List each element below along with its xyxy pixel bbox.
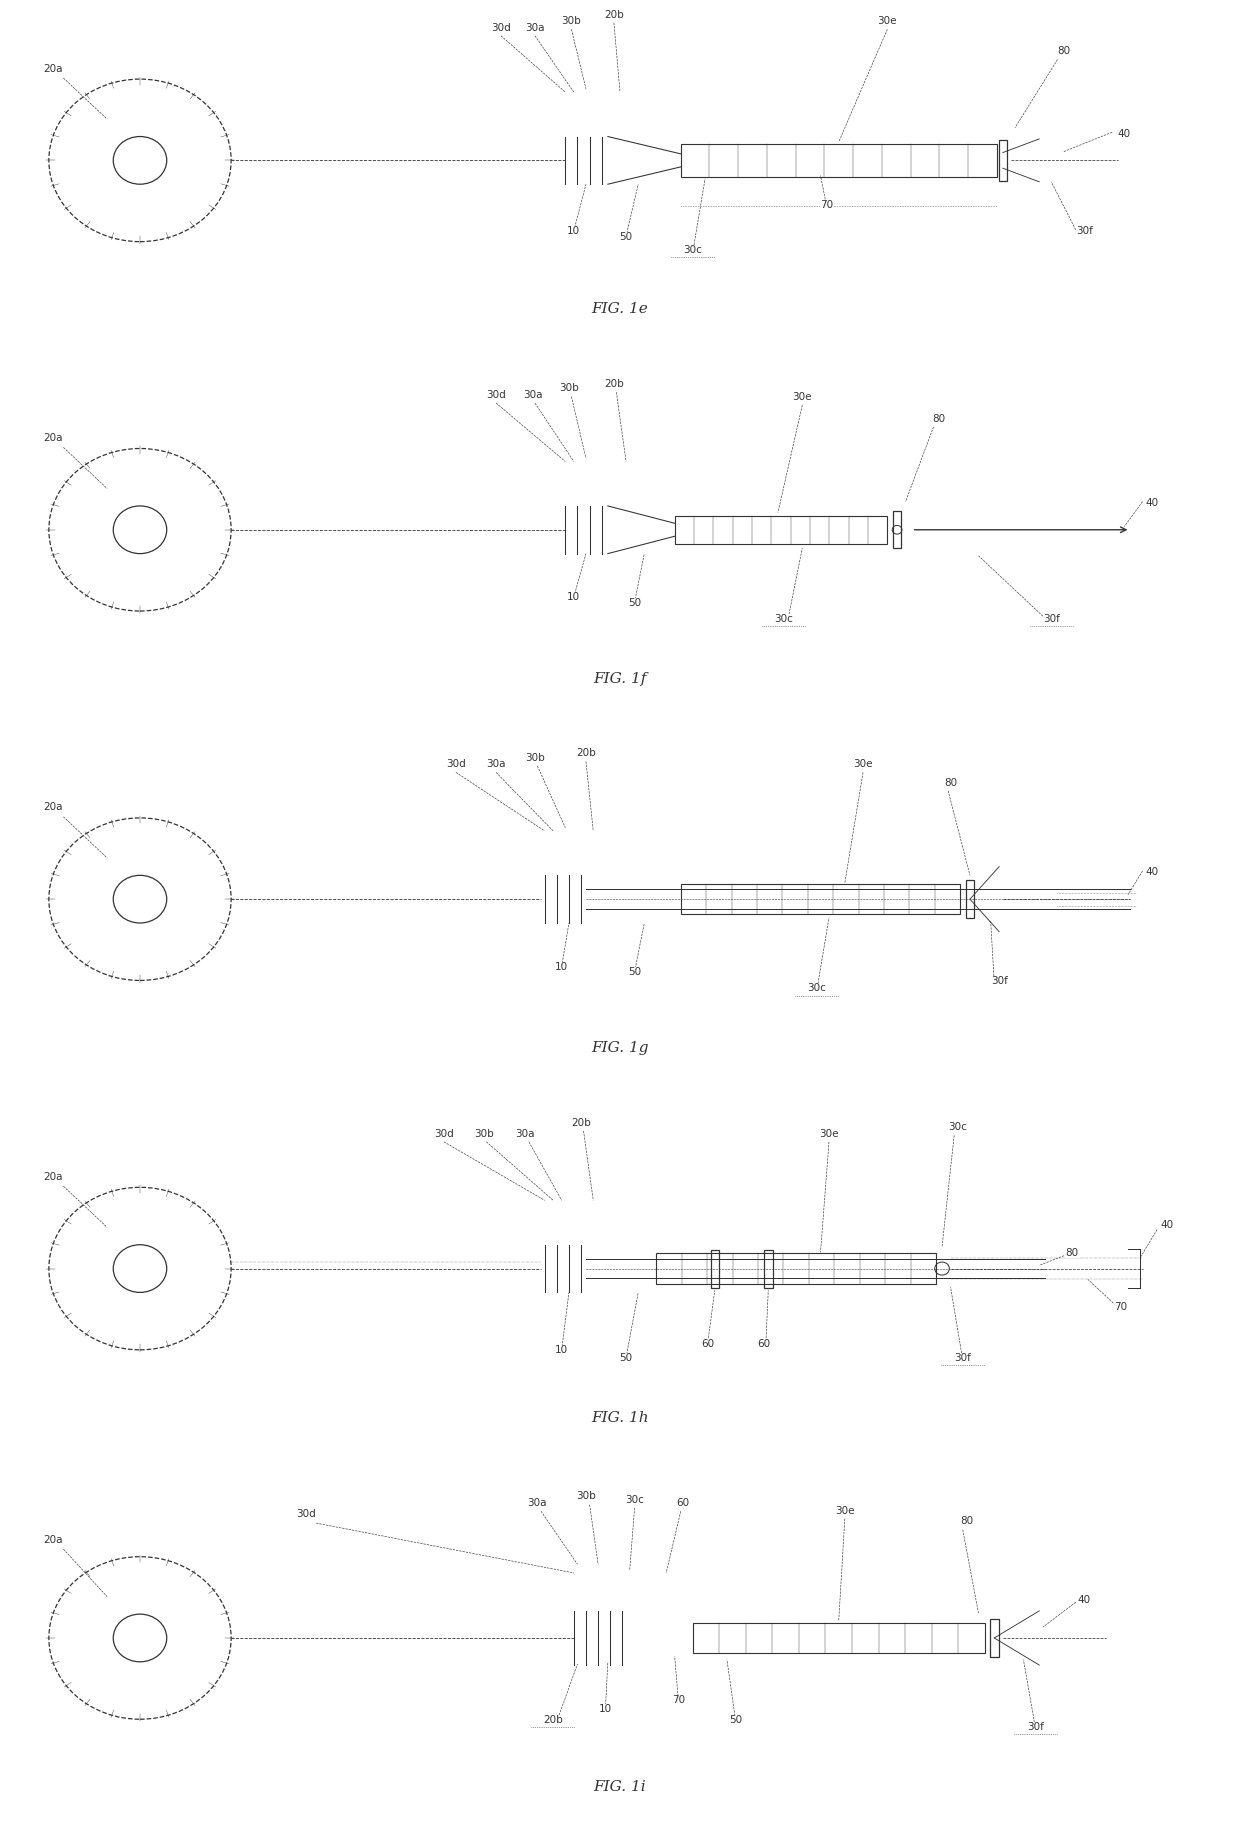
Bar xyxy=(656,1254,936,1284)
Text: 50: 50 xyxy=(627,598,641,608)
Text: 70: 70 xyxy=(820,199,833,211)
Text: 20a: 20a xyxy=(42,1171,62,1182)
Text: 40: 40 xyxy=(1078,1596,1091,1605)
Text: FIG. 1h: FIG. 1h xyxy=(591,1411,649,1424)
Text: 30c: 30c xyxy=(625,1494,644,1505)
Text: 80: 80 xyxy=(1065,1249,1079,1258)
Text: 10: 10 xyxy=(567,593,580,602)
Text: 20a: 20a xyxy=(42,63,62,74)
Text: 40: 40 xyxy=(1161,1219,1173,1230)
Text: 30d: 30d xyxy=(446,759,466,768)
Text: 70: 70 xyxy=(672,1696,684,1705)
Text: 30a: 30a xyxy=(486,759,506,768)
Text: 30e: 30e xyxy=(878,17,897,26)
Text: 10: 10 xyxy=(567,225,580,236)
Text: 80: 80 xyxy=(931,414,945,423)
Text: 60: 60 xyxy=(756,1339,770,1348)
Text: FIG. 1g: FIG. 1g xyxy=(591,1042,649,1055)
Text: 30f: 30f xyxy=(955,1352,971,1363)
Text: 30b: 30b xyxy=(474,1129,494,1138)
Text: 50: 50 xyxy=(620,231,632,242)
Text: 20b: 20b xyxy=(577,748,596,759)
Text: 30a: 30a xyxy=(527,1498,547,1507)
Bar xyxy=(675,515,888,543)
Bar xyxy=(681,885,960,914)
Text: 50: 50 xyxy=(620,1352,632,1363)
Text: 30b: 30b xyxy=(562,17,582,26)
Text: 20b: 20b xyxy=(543,1714,563,1725)
Text: 60: 60 xyxy=(677,1498,689,1507)
Text: 10: 10 xyxy=(599,1703,613,1714)
Text: 80: 80 xyxy=(944,778,957,787)
Text: 70: 70 xyxy=(1114,1302,1127,1311)
Text: 20b: 20b xyxy=(604,9,624,20)
Text: 30a: 30a xyxy=(526,22,544,33)
Text: 30c: 30c xyxy=(683,244,702,255)
Text: 20b: 20b xyxy=(604,379,624,390)
Text: 30a: 30a xyxy=(516,1129,534,1138)
Text: 60: 60 xyxy=(701,1339,714,1348)
Text: 40: 40 xyxy=(1146,499,1159,508)
Bar xyxy=(693,1624,985,1653)
Bar xyxy=(990,1620,998,1657)
Text: 30e: 30e xyxy=(820,1129,838,1138)
Text: 30f: 30f xyxy=(1043,613,1060,624)
Text: 20a: 20a xyxy=(42,432,62,443)
Text: 30a: 30a xyxy=(523,390,542,399)
Text: FIG. 1i: FIG. 1i xyxy=(594,1781,646,1793)
Text: 30c: 30c xyxy=(775,613,794,624)
Text: 40: 40 xyxy=(1146,868,1159,877)
Text: 30b: 30b xyxy=(577,1491,596,1502)
Text: 30e: 30e xyxy=(792,392,812,403)
Bar xyxy=(681,144,997,177)
Text: 10: 10 xyxy=(556,962,568,972)
Text: 30b: 30b xyxy=(525,752,544,763)
Text: 30e: 30e xyxy=(835,1505,854,1516)
Text: 20b: 20b xyxy=(572,1117,591,1129)
Text: 40: 40 xyxy=(1117,129,1131,139)
Text: 30b: 30b xyxy=(559,382,579,393)
Text: 30c: 30c xyxy=(807,983,826,994)
Text: 50: 50 xyxy=(627,968,641,977)
Text: 30e: 30e xyxy=(853,759,873,768)
Bar xyxy=(893,512,901,549)
Text: FIG. 1e: FIG. 1e xyxy=(591,303,649,316)
Text: 10: 10 xyxy=(556,1345,568,1356)
Text: 80: 80 xyxy=(960,1516,973,1526)
Bar xyxy=(764,1250,773,1287)
Text: 30d: 30d xyxy=(296,1509,316,1518)
Text: 30f: 30f xyxy=(1027,1721,1044,1732)
Text: 30d: 30d xyxy=(486,390,506,399)
Text: 30c: 30c xyxy=(949,1121,967,1132)
Text: 30f: 30f xyxy=(1076,225,1092,236)
Text: 50: 50 xyxy=(729,1714,742,1725)
Bar xyxy=(966,881,975,918)
Bar xyxy=(711,1250,719,1287)
Text: 80: 80 xyxy=(1056,46,1070,57)
Text: 20a: 20a xyxy=(42,802,62,813)
Text: 30d: 30d xyxy=(491,22,511,33)
Text: 20a: 20a xyxy=(42,1535,62,1544)
Text: 30f: 30f xyxy=(991,975,1008,986)
Bar xyxy=(998,140,1007,181)
Text: FIG. 1f: FIG. 1f xyxy=(593,672,647,685)
Text: 30d: 30d xyxy=(434,1129,454,1138)
